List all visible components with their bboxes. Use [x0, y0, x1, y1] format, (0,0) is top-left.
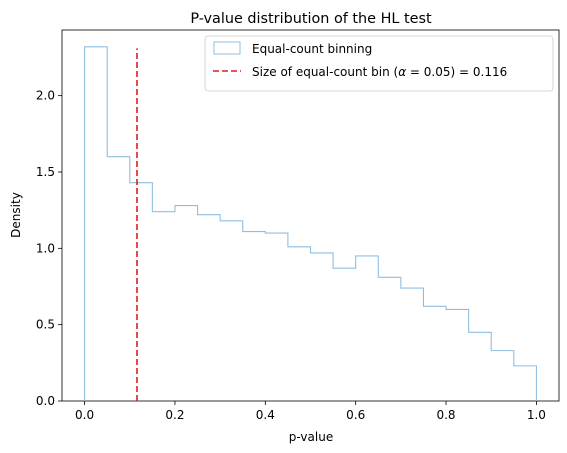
x-axis: 0.0 0.2 0.4 0.6 0.8 1.0: [75, 401, 546, 422]
x-tick-label: 0.0: [75, 408, 94, 422]
y-axis: 0.0 0.5 1.0 1.5 2.0: [36, 89, 62, 408]
x-tick-label: 0.4: [256, 408, 275, 422]
legend-label-bin-size: Size of equal-count bin (α = 0.05) = 0.1…: [252, 65, 507, 79]
x-tick-label: 0.6: [346, 408, 365, 422]
plot-frame: [61, 29, 560, 402]
y-tick-label: 0.5: [36, 318, 55, 332]
legend-label-histogram: Equal-count binning: [252, 42, 372, 56]
x-tick-label: 1.0: [527, 408, 546, 422]
x-axis-label: p-value: [289, 430, 333, 444]
x-tick-label: 0.8: [436, 408, 455, 422]
x-tick-label: 0.2: [165, 408, 184, 422]
legend: Equal-count binning Size of equal-count …: [204, 35, 554, 92]
histogram-step-line: [84, 46, 537, 401]
y-tick-label: 1.5: [36, 165, 55, 179]
y-tick-label: 1.0: [36, 241, 55, 255]
y-axis-label: Density: [9, 192, 23, 238]
y-tick-label: 2.0: [36, 89, 55, 103]
chart-title: P-value distribution of the HL test: [190, 11, 432, 27]
legend-swatch-histogram: [213, 41, 241, 55]
y-tick-label: 0.0: [36, 394, 55, 408]
legend-frame: [204, 35, 554, 92]
